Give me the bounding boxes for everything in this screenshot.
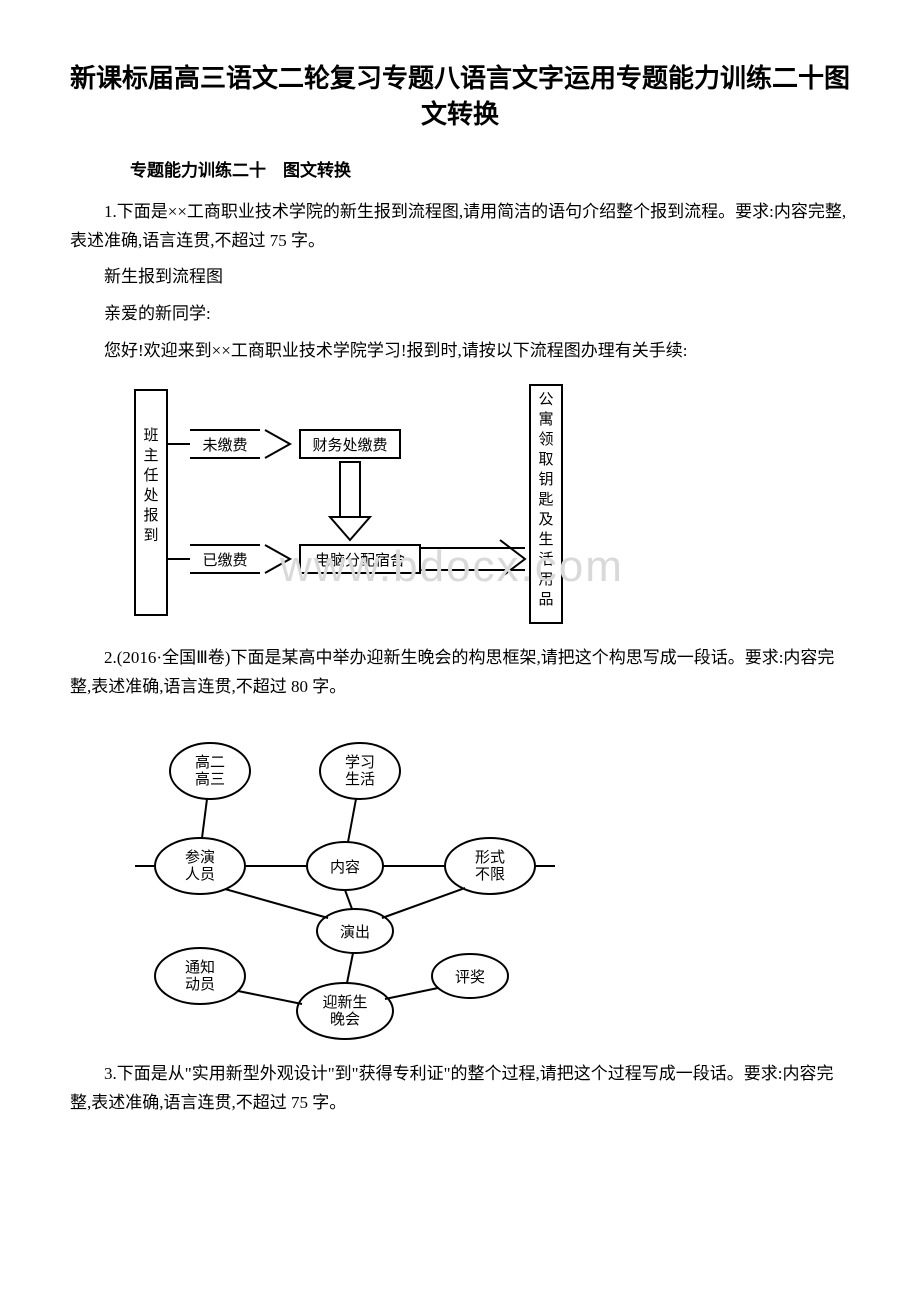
flowchart-1: www.bdocx.com 班主任处报到 公寓领取钥匙及生活用品 未缴费 财务处… [130, 380, 850, 630]
q1-line3: 亲爱的新同学: [70, 300, 850, 329]
subtitle: 专题能力训练二十 图文转换 [130, 157, 850, 186]
svg-text:公寓领取钥匙及生活用品: 公寓领取钥匙及生活用品 [538, 392, 553, 608]
q1-line4: 您好!欢迎来到××工商职业技术学院学习!报到时,请按以下流程图办理有关手续: [70, 337, 850, 366]
n-h: 评奖 [455, 969, 485, 986]
n-paid: 已缴费 [202, 552, 247, 569]
n-left-1: 班 [143, 427, 158, 444]
q1-line2: 新生报到流程图 [70, 263, 850, 292]
n-f: 演出 [340, 924, 370, 941]
diagram-2: 参演人员 高二高三 内容 学习生活 形式不限 演出 通知动员 评奖 迎新生晚会 [130, 716, 850, 1046]
q1-prompt: 1.下面是××工商职业技术学院的新生报到流程图,请用简洁的语句介绍整个报到流程。… [70, 198, 850, 256]
flowchart-1-svg: 班主任处报到 公寓领取钥匙及生活用品 未缴费 财务处缴费 已缴费 电脑分配宿舍 [130, 380, 610, 630]
svg-text:班主任处报到: 班主任处报到 [143, 427, 158, 544]
n-d: 内容 [330, 859, 360, 876]
q3-prompt: 3.下面是从"实用新型外观设计"到"获得专利证"的整个过程,请把这个过程写成一段… [70, 1060, 850, 1118]
page-title: 新课标届高三语文二轮复习专题八语言文字运用专题能力训练二十图文转换 [70, 60, 850, 133]
n-pay: 财务处缴费 [312, 437, 387, 454]
n-unpaid: 未缴费 [202, 437, 247, 454]
diagram-2-svg: 参演人员 高二高三 内容 学习生活 形式不限 演出 通知动员 评奖 迎新生晚会 [130, 716, 560, 1046]
n-assign: 电脑分配宿舍 [315, 552, 405, 569]
q2-prompt: 2.(2016·全国Ⅲ卷)下面是某高中举办迎新生晚会的构思框架,请把这个构思写成… [70, 644, 850, 702]
